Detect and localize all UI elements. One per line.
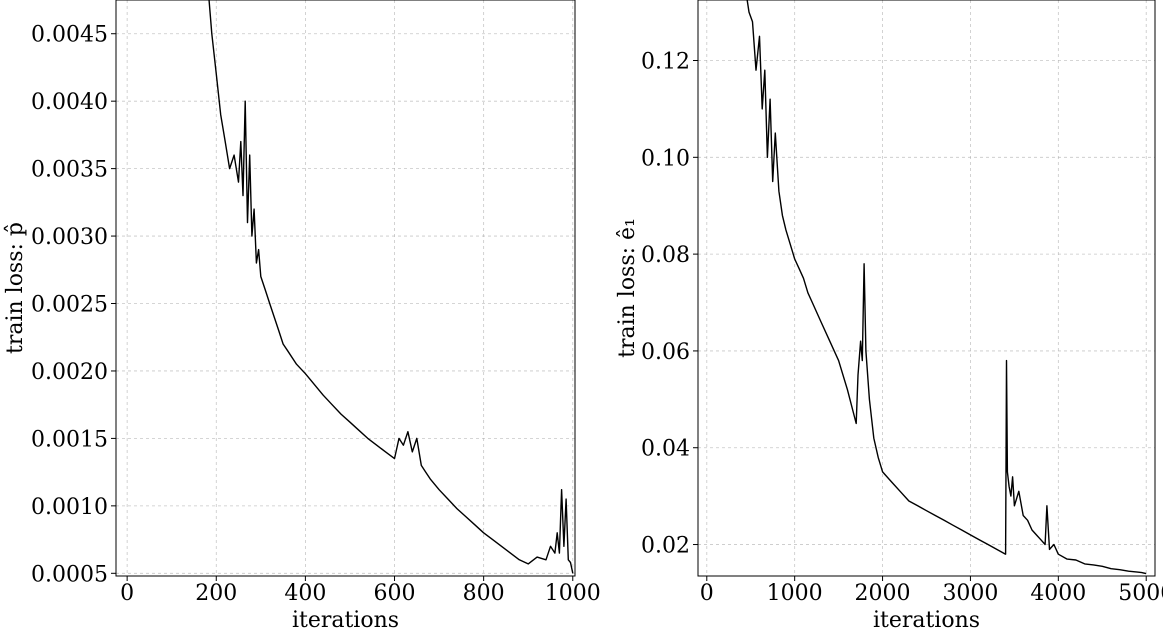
x-tick-label: 0 xyxy=(120,581,134,606)
y-axis-label: train loss: ê₁ xyxy=(615,218,640,358)
x-tick-label: 200 xyxy=(195,581,237,606)
left-chart-panel: 0 200 400 600 800 1000 0.0005 0.0010 0.0015 0.002… xyxy=(3,0,601,633)
y-axis-label: train loss: p̂ xyxy=(3,222,28,354)
y-tick-label: 0.0010 xyxy=(31,495,108,520)
y-tick-label: 0.08 xyxy=(641,243,690,268)
x-tick-label: 800 xyxy=(463,581,505,606)
y-tick-label: 0.0045 xyxy=(31,23,108,48)
y-tick-label: 0.0030 xyxy=(31,225,108,250)
x-tick-label: 1000 xyxy=(767,581,823,606)
loss-series-line xyxy=(746,0,1147,575)
y-tick-label: 0.0025 xyxy=(31,293,108,318)
y-tick-label: 0.0020 xyxy=(31,360,108,385)
x-tick-label: 0 xyxy=(700,581,714,606)
y-tick-label: 0.0005 xyxy=(31,562,108,587)
x-tick-label: 3000 xyxy=(942,581,998,606)
plot-frame xyxy=(697,0,1156,577)
y-tick-label: 0.0040 xyxy=(31,90,108,115)
y-tick-label: 0.04 xyxy=(641,437,690,462)
x-tick-label: 2000 xyxy=(855,581,911,606)
plot-frame xyxy=(115,0,576,577)
x-tick-label: 400 xyxy=(284,581,326,606)
y-tick-label: 0.12 xyxy=(641,50,690,75)
x-tick-label: 4000 xyxy=(1030,581,1086,606)
x-axis-label: iterations xyxy=(292,608,399,633)
y-tick-label: 0.06 xyxy=(641,340,690,365)
y-tick-label: 0.0015 xyxy=(31,427,108,452)
loss-series-line xyxy=(208,0,574,574)
x-tick-label: 600 xyxy=(374,581,416,606)
y-tick-label: 0.0035 xyxy=(31,158,108,183)
x-axis-label: iterations xyxy=(873,608,980,633)
x-tick-label: 1000 xyxy=(545,581,601,606)
y-tick-label: 0.10 xyxy=(641,146,690,171)
y-tick-label: 0.02 xyxy=(641,534,690,559)
